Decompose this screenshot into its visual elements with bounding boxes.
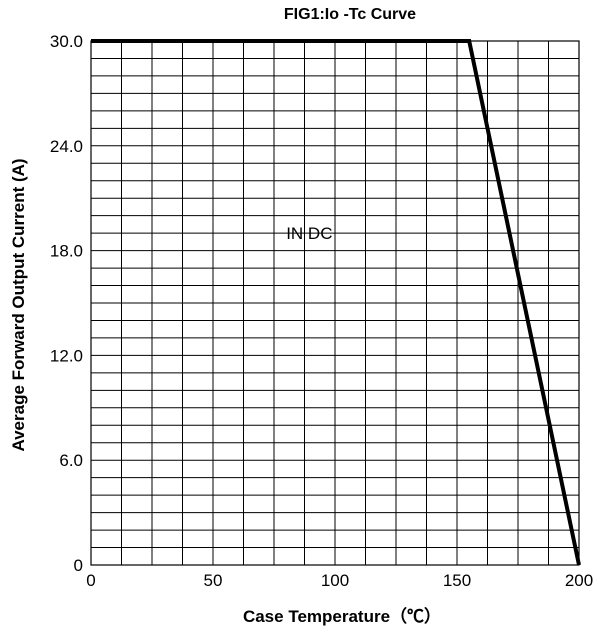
x-tick-label: 50 xyxy=(204,571,223,590)
x-tick-label: 150 xyxy=(443,571,471,590)
series-line xyxy=(91,39,581,566)
series-layer xyxy=(91,39,581,566)
y-tick-label: 6.0 xyxy=(59,451,83,470)
y-tick-label: 24.0 xyxy=(50,137,83,156)
y-tick-label: 0 xyxy=(74,556,83,575)
y-tick-label: 18.0 xyxy=(50,242,83,261)
x-axis-label: Case Temperature（℃） xyxy=(243,606,441,626)
x-tick-label: 0 xyxy=(86,571,95,590)
x-axis-ticks: 0 50 100 150 200 xyxy=(86,571,593,590)
chart-title: FIG1:Io -Tc Curve xyxy=(284,6,416,23)
y-tick-label: 30.0 xyxy=(50,32,83,51)
grid xyxy=(91,41,579,565)
x-tick-label: 200 xyxy=(565,571,593,590)
y-axis-ticks: 0 6.0 12.0 18.0 24.0 30.0 xyxy=(50,32,83,575)
y-axis-label: Average Forward Output Current (A) xyxy=(9,158,28,451)
x-tick-label: 100 xyxy=(321,571,349,590)
y-tick-label: 12.0 xyxy=(50,346,83,365)
annotation-in-dc: IN DC xyxy=(286,224,332,243)
